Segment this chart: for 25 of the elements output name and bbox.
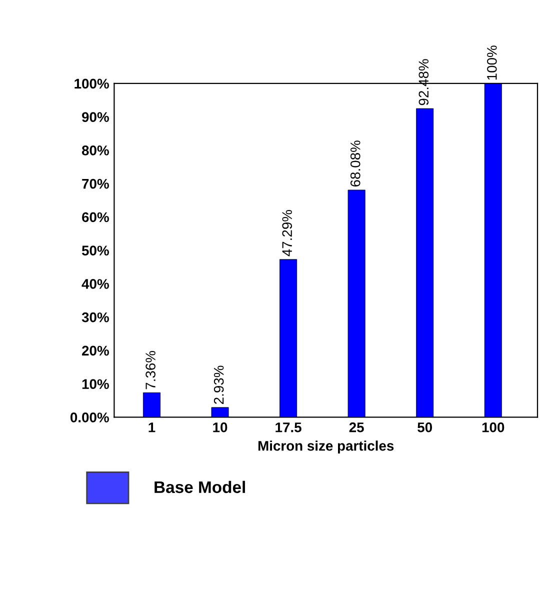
data-label: 7.36% — [146, 350, 156, 390]
y-tick-label: 80% — [82, 146, 109, 156]
y-tick-label: 90% — [82, 112, 109, 122]
x-axis-title: Micron size particles — [258, 440, 394, 454]
data-label: 47.29% — [282, 210, 292, 256]
data-label: 68.08% — [350, 140, 360, 186]
x-tick-label: 25 — [349, 422, 364, 432]
data-label: 92.48% — [418, 59, 429, 106]
y-tick-label: 0.00% — [70, 412, 109, 422]
y-tick-label: 70% — [82, 178, 109, 189]
y-tick-label: 20% — [82, 346, 109, 356]
x-tick-label: 50 — [418, 422, 432, 432]
y-tick-label: 40% — [82, 279, 109, 289]
x-tick-label: 17.5 — [276, 422, 302, 432]
x-tick-label: 1 — [148, 422, 156, 432]
data-label: 2.93% — [214, 366, 224, 404]
y-tick-label: 60% — [82, 212, 109, 222]
y-tick-label: 30% — [82, 312, 109, 322]
x-tick-label: 10 — [213, 422, 228, 432]
y-tick-label: 100% — [74, 78, 109, 89]
x-tick-label: 100 — [482, 422, 504, 432]
y-tick-label: 50% — [82, 246, 109, 256]
y-tick-label: 10% — [82, 379, 109, 389]
data-label: 100% — [487, 46, 497, 80]
legend-label: Base Model — [154, 480, 245, 494]
